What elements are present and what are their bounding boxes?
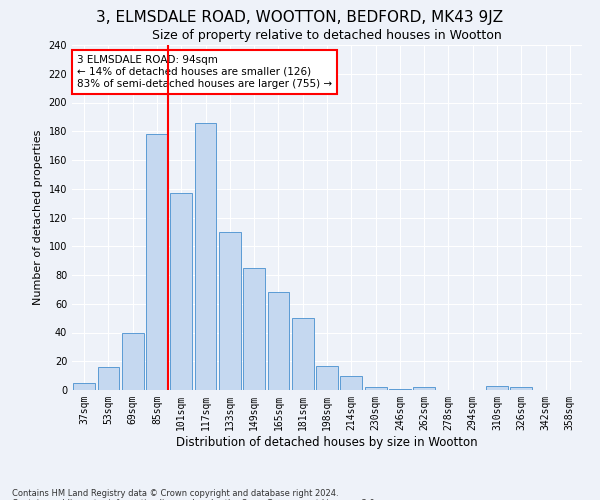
Bar — [243, 268, 265, 390]
Text: 3 ELMSDALE ROAD: 94sqm
← 14% of detached houses are smaller (126)
83% of semi-de: 3 ELMSDALE ROAD: 94sqm ← 14% of detached… — [77, 56, 332, 88]
Bar — [170, 193, 192, 390]
Bar — [389, 388, 411, 390]
Bar — [511, 387, 532, 390]
Bar — [268, 292, 289, 390]
Bar — [73, 383, 95, 390]
Bar — [365, 387, 386, 390]
Bar — [146, 134, 168, 390]
Bar — [316, 366, 338, 390]
Bar — [340, 376, 362, 390]
Text: Contains HM Land Registry data © Crown copyright and database right 2024.: Contains HM Land Registry data © Crown c… — [12, 488, 338, 498]
X-axis label: Distribution of detached houses by size in Wootton: Distribution of detached houses by size … — [176, 436, 478, 448]
Bar — [219, 232, 241, 390]
Text: Contains public sector information licensed under the Open Government Licence v3: Contains public sector information licen… — [12, 498, 377, 500]
Bar — [486, 386, 508, 390]
Bar — [194, 122, 217, 390]
Bar — [97, 367, 119, 390]
Text: 3, ELMSDALE ROAD, WOOTTON, BEDFORD, MK43 9JZ: 3, ELMSDALE ROAD, WOOTTON, BEDFORD, MK43… — [97, 10, 503, 25]
Bar — [413, 387, 435, 390]
Title: Size of property relative to detached houses in Wootton: Size of property relative to detached ho… — [152, 30, 502, 43]
Bar — [292, 318, 314, 390]
Bar — [122, 332, 143, 390]
Y-axis label: Number of detached properties: Number of detached properties — [33, 130, 43, 305]
